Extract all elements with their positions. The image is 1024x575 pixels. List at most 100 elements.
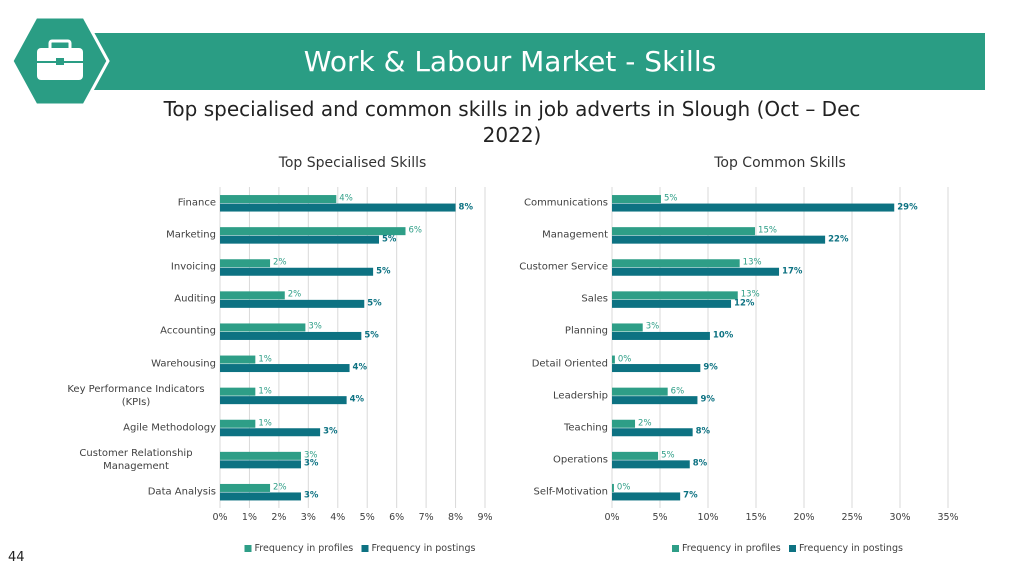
bar [220, 227, 406, 236]
data-label: 5% [382, 234, 397, 245]
bar [612, 355, 615, 364]
bar [612, 396, 698, 405]
x-tick-label: 3% [300, 511, 316, 523]
y-tick-label: Teaching [564, 422, 608, 434]
bar [220, 428, 321, 437]
y-tick-label: Planning [564, 325, 608, 337]
data-label: 9% [700, 394, 715, 405]
data-label: 29% [897, 202, 918, 213]
data-label: 2% [638, 418, 652, 429]
x-tick-label: 0% [212, 511, 228, 523]
bar [220, 195, 337, 204]
x-tick-label: 30% [889, 511, 911, 523]
data-label: 4% [352, 362, 367, 373]
y-tick-label: Invoicing [170, 261, 216, 273]
bar [612, 291, 738, 300]
bar [220, 291, 285, 300]
data-label: 2% [273, 257, 287, 268]
data-label: 15% [758, 225, 777, 236]
data-label: 2% [287, 289, 302, 300]
data-label: 13% [742, 257, 762, 268]
legend-swatch [789, 545, 796, 552]
legend-swatch [361, 545, 369, 552]
bar [220, 331, 362, 340]
data-label: 3% [303, 458, 319, 469]
bar [612, 428, 693, 437]
y-tick-label: Customer Service [519, 261, 608, 273]
data-label: 3% [303, 490, 319, 501]
bar [612, 195, 661, 204]
legend-swatch [244, 545, 252, 552]
y-tick-label: Finance [177, 197, 216, 209]
bar [612, 259, 740, 268]
bar [220, 355, 256, 364]
chart-title: Top Specialised Skills [278, 154, 427, 171]
x-tick-label: 6% [389, 511, 405, 523]
bar [612, 460, 690, 469]
bar [612, 227, 756, 236]
legend-label: Frequency in postings [371, 542, 476, 554]
data-label: 4% [339, 193, 353, 204]
y-tick-label: Communications [523, 197, 608, 209]
y-tick-label: Customer Relationship Management [79, 447, 193, 472]
data-label: 22% [828, 234, 849, 245]
legend-label: Frequency in profiles [254, 542, 354, 554]
x-tick-label: 35% [937, 511, 959, 523]
data-label: 6% [408, 225, 423, 236]
data-label: 1% [258, 418, 272, 429]
data-label: 3% [308, 321, 322, 332]
x-tick-label: 0% [604, 511, 620, 523]
data-label: 9% [703, 362, 718, 373]
data-label: 5% [663, 193, 678, 204]
x-tick-label: 25% [841, 511, 863, 523]
data-label: 4% [349, 394, 365, 405]
data-label: 0% [617, 354, 632, 365]
data-label: 3% [303, 450, 318, 461]
x-tick-label: 2% [271, 511, 287, 523]
bar [612, 451, 659, 460]
data-label: 3% [645, 321, 660, 332]
data-label: 10% [712, 330, 734, 341]
page-number: 44 [8, 550, 25, 565]
x-tick-label: 9% [477, 511, 493, 523]
data-label: 5% [661, 450, 675, 461]
y-tick-label: Detail Oriented [531, 358, 608, 370]
data-label: 8% [458, 202, 473, 213]
data-label: 1% [258, 386, 272, 397]
y-tick-label: Self-Motivation [533, 486, 608, 498]
data-label: 5% [364, 330, 379, 341]
y-tick-label: Accounting [160, 325, 216, 337]
legend-swatch [672, 545, 679, 552]
data-label: 5% [376, 266, 391, 277]
data-label: 7% [683, 490, 698, 501]
data-label: 1% [258, 354, 272, 365]
x-tick-label: 10% [697, 511, 719, 523]
data-label: 8% [692, 458, 708, 469]
bar [612, 364, 701, 373]
bar [220, 267, 374, 276]
bar [612, 387, 668, 396]
bar [220, 419, 256, 428]
legend-label: Frequency in postings [799, 542, 903, 554]
bar [612, 323, 643, 332]
bar [220, 460, 301, 469]
bar [612, 299, 732, 308]
x-tick-label: 1% [241, 511, 257, 523]
data-label: 12% [734, 298, 755, 309]
bar [220, 364, 350, 373]
data-label: 5% [367, 298, 382, 309]
x-tick-label: 5% [652, 511, 668, 523]
y-tick-label: Warehousing [151, 358, 216, 370]
y-tick-label: Operations [553, 454, 608, 466]
x-tick-label: 8% [448, 511, 464, 523]
data-label: 2% [273, 482, 287, 493]
y-tick-label: Marketing [166, 229, 216, 241]
data-label: 13% [740, 289, 760, 300]
bar [612, 331, 710, 340]
y-tick-label: Key Performance Indicators (KPIs) [67, 383, 205, 408]
bar [220, 451, 301, 460]
x-tick-label: 4% [330, 511, 346, 523]
x-tick-label: 7% [418, 511, 434, 523]
bar [220, 235, 379, 244]
